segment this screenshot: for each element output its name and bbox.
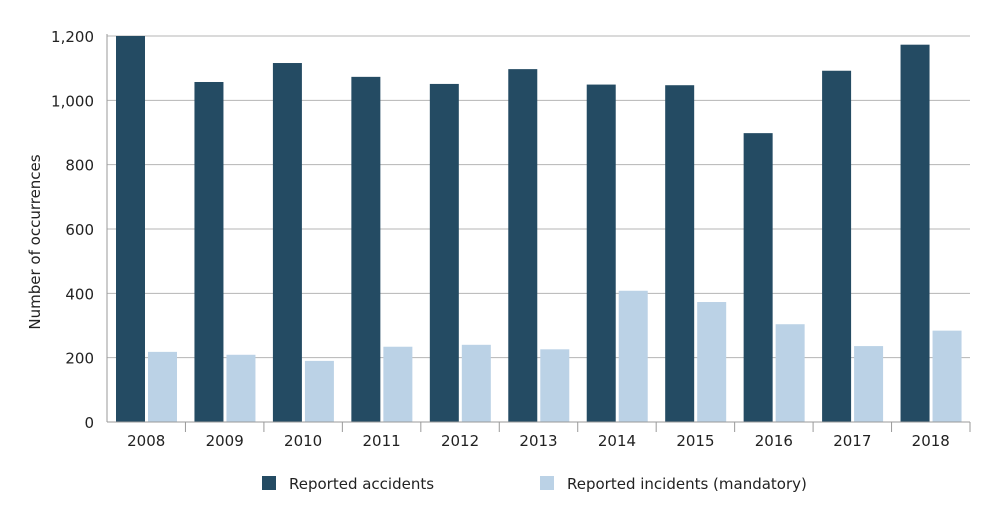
- x-tick-label: 2016: [755, 432, 793, 450]
- legend-swatch-accidents: [262, 476, 276, 490]
- y-tick-label: 400: [65, 285, 94, 303]
- bar-reported-incidents: [304, 360, 334, 422]
- bar-reported-incidents: [226, 354, 256, 422]
- bar-reported-incidents: [540, 349, 570, 422]
- x-tick-label: 2014: [598, 432, 636, 450]
- bar-reported-accidents: [429, 83, 459, 422]
- bar-reported-incidents: [697, 302, 727, 422]
- bar-reported-incidents: [854, 346, 884, 422]
- x-tick-label: 2011: [362, 432, 400, 450]
- legend: Reported accidents Reported incidents (m…: [262, 475, 807, 493]
- bar-reported-incidents: [383, 346, 413, 422]
- y-tick-label: 600: [65, 221, 94, 239]
- bar-reported-incidents: [618, 290, 648, 422]
- bar-reported-incidents: [775, 324, 805, 422]
- bar-reported-accidents: [900, 44, 930, 423]
- bar-reported-accidents: [351, 76, 381, 422]
- y-tick-label: 0: [84, 414, 94, 432]
- bar-reported-accidents: [508, 69, 538, 423]
- y-tick-label: 1,200: [51, 28, 94, 46]
- x-tick-label: 2008: [127, 432, 165, 450]
- y-tick-label: 800: [65, 157, 94, 175]
- bar-reported-accidents: [665, 85, 695, 422]
- x-tick-label: 2018: [912, 432, 950, 450]
- bars: [116, 36, 962, 423]
- x-axis: 2008 2009 2010 2011 2012 2013 2014 2015 2016 2017…: [106, 34, 971, 450]
- y-tick-label: 1,000: [51, 92, 94, 110]
- bar-reported-accidents: [116, 36, 145, 422]
- legend-label-incidents: Reported incidents (mandatory): [567, 475, 807, 493]
- x-tick-label: 2013: [519, 432, 557, 450]
- bar-reported-accidents: [272, 63, 302, 423]
- bar-reported-accidents: [822, 70, 852, 423]
- x-tick-label: 2009: [206, 432, 244, 450]
- x-tick-label: 2012: [441, 432, 479, 450]
- bar-reported-accidents: [743, 133, 773, 423]
- legend-label-accidents: Reported accidents: [289, 475, 434, 493]
- bar-reported-incidents: [932, 330, 962, 422]
- bar-reported-incidents: [148, 351, 177, 422]
- bar-reported-accidents: [586, 84, 616, 423]
- bar-reported-incidents: [461, 344, 491, 422]
- y-tick-label: 200: [65, 350, 94, 368]
- x-tick-label: 2010: [284, 432, 322, 450]
- x-tick-label: 2015: [676, 432, 714, 450]
- legend-swatch-incidents: [540, 476, 554, 490]
- y-axis-label: Number of occurrences: [26, 154, 44, 329]
- x-tick-label: 2017: [833, 432, 871, 450]
- y-axis-ticks: 0 200 400 600 800 1,000 1,200: [51, 28, 94, 432]
- bar-reported-accidents: [194, 81, 224, 422]
